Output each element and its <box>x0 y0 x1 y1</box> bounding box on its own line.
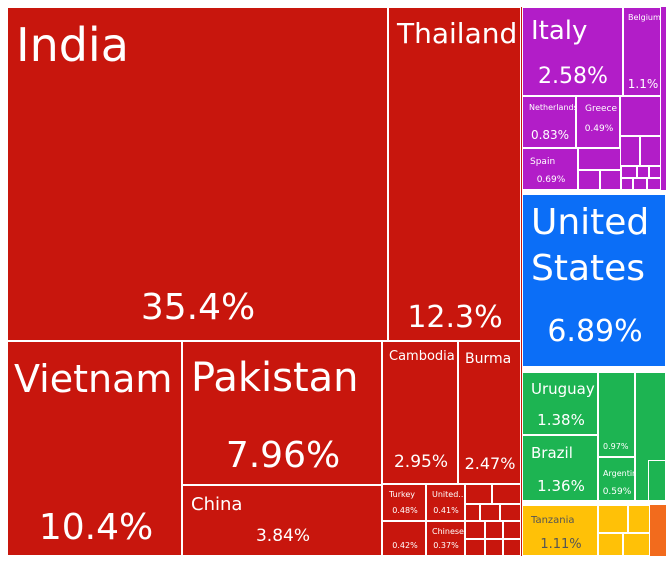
cell-value-label: 10.4% <box>38 507 154 548</box>
cell-name-label: Tanzania <box>531 515 575 526</box>
treemap-small-tile <box>492 484 521 504</box>
treemap-cell-greece: Greece 0.49% <box>576 96 620 148</box>
treemap-small-tile <box>620 136 640 166</box>
treemap-cell-argentina: Argentina 0.59% <box>598 457 635 501</box>
treemap-cell-cambodia: Cambodia 2.95% <box>382 341 458 484</box>
treemap-small-tile <box>503 521 521 539</box>
cell-value-label: 2.47% <box>464 454 516 473</box>
treemap-small-tile <box>640 136 661 166</box>
treemap-small-tile <box>598 505 628 533</box>
treemap-small-tile <box>620 96 661 136</box>
treemap-cell-india: India 35.4% <box>7 7 388 341</box>
treemap-cell-turkey: Turkey 0.48% <box>382 484 426 521</box>
treemap-cell-unlabelled: 0.42% <box>382 521 426 556</box>
cell-value-label: 0.83% <box>530 128 570 142</box>
treemap-small-tile <box>649 166 661 178</box>
treemap-cell-spain: Spain 0.69% <box>522 148 578 190</box>
cell-name-label: Brazil <box>531 444 573 462</box>
cell-name-label: Uruguay <box>531 380 595 398</box>
treemap-cell-united-states: United States 6.89% <box>522 194 666 367</box>
treemap-cell-uruguay: Uruguay 1.38% <box>522 372 598 435</box>
cell-value-label: 0.41% <box>433 506 459 515</box>
treemap-small-tile <box>637 166 649 178</box>
treemap-small-tile <box>465 504 480 521</box>
cell-name-label: Greece <box>585 104 618 114</box>
treemap-small-tile <box>578 170 600 190</box>
treemap-small-tile <box>623 533 650 556</box>
treemap-small-tile <box>648 460 666 501</box>
cell-name-label: Burma <box>465 351 512 367</box>
treemap-small-tile <box>485 521 503 539</box>
treemap-cell-burma: Burma 2.47% <box>458 341 521 484</box>
cell-name-label: Spain <box>530 157 556 167</box>
treemap-small-tile <box>465 521 485 539</box>
treemap-small-tile <box>621 166 637 178</box>
region-block <box>650 505 666 556</box>
treemap-cell-brazil: Brazil 1.36% <box>522 435 598 501</box>
cell-name-label: Pakistan <box>191 355 359 401</box>
cell-value-label: 2.95% <box>393 452 449 472</box>
cell-value-label: 1.11% <box>540 537 582 552</box>
cell-value-label: 0.59% <box>602 487 632 497</box>
treemap-cell-netherlands: Netherlands 0.83% <box>522 96 576 148</box>
treemap-small-tile <box>628 505 650 533</box>
cell-value-label: 0.69% <box>536 175 566 185</box>
cell-name-label: Netherlands <box>529 103 576 112</box>
treemap-cell-belgium: Belgium 1.1% <box>623 7 661 96</box>
cell-value-label: 1.1% <box>627 77 659 91</box>
cell-name-label: Chinese... <box>432 527 464 536</box>
treemap-small-tile <box>485 539 503 556</box>
treemap-cell-china: China 3.84% <box>182 485 382 556</box>
treemap-small-tile <box>600 170 621 190</box>
cell-name-label: United <box>531 202 650 243</box>
cell-value-label: 0.97% <box>603 442 629 451</box>
treemap-cell-tanzania: Tanzania 1.11% <box>522 505 598 556</box>
cell-name-label: India <box>16 18 129 72</box>
cell-name-label: Italy <box>531 16 588 46</box>
cell-name-label: Cambodia <box>389 349 455 364</box>
cell-value-label: 0.48% <box>392 506 418 515</box>
cell-value-label: 0.42% <box>392 541 418 550</box>
treemap-small-tile <box>465 484 492 504</box>
treemap-small-tile <box>633 178 647 190</box>
cell-name-label: Vietnam <box>14 357 173 401</box>
cell-value-label: 1.38% <box>537 411 585 429</box>
cell-name-label: China <box>191 494 243 515</box>
cell-name-label: Argentina <box>603 469 634 478</box>
cell-value-label: 0.37% <box>433 541 459 550</box>
treemap-small-tile <box>500 504 521 521</box>
treemap-cell-unlabelled: 0.97% <box>598 372 635 457</box>
cell-value-label: 35.4% <box>140 287 256 328</box>
cell-value-label: 2.58% <box>538 64 608 89</box>
treemap-small-tile <box>465 539 485 556</box>
treemap-small-tile <box>578 148 621 170</box>
cell-name-label: Turkey <box>389 490 416 499</box>
treemap-cell-vietnam: Vietnam 10.4% <box>7 341 182 556</box>
treemap-cell-pakistan: Pakistan 7.96% <box>182 341 382 485</box>
cell-value-label: 6.89% <box>547 314 643 349</box>
treemap-small-tile <box>503 539 521 556</box>
treemap-small-tile <box>480 504 500 521</box>
treemap-cell-chinese: Chinese... 0.37% <box>426 521 465 556</box>
cell-value-label: 7.96% <box>225 435 341 476</box>
treemap-small-tile <box>647 178 661 190</box>
cell-value-label: 3.84% <box>255 526 311 546</box>
cell-value-label: 12.3% <box>407 300 503 335</box>
cell-name-label: United... <box>432 490 465 499</box>
treemap-small-tile <box>621 178 633 190</box>
cell-name-label: Thailand <box>397 17 518 50</box>
treemap-cell-united: United... 0.41% <box>426 484 465 521</box>
cell-name-label: Belgium <box>628 13 661 22</box>
cell-value-label: 0.49% <box>584 124 614 134</box>
treemap-cell-italy: Italy 2.58% <box>522 7 623 96</box>
treemap-cell-thailand: Thailand 12.3% <box>388 7 521 341</box>
treemap-small-tile <box>598 533 623 556</box>
cell-value-label: 1.36% <box>537 477 585 495</box>
cell-name-label: States <box>531 248 646 289</box>
